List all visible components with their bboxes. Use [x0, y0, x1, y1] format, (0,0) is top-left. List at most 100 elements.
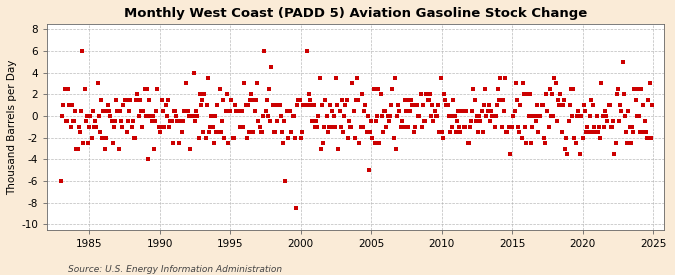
Point [194, 92, 205, 97]
Point [281, 108, 292, 113]
Point [302, 103, 313, 107]
Point [267, 103, 278, 107]
Point [575, 152, 586, 156]
Point [273, 103, 284, 107]
Point [210, 114, 221, 118]
Point [472, 130, 483, 134]
Point [536, 103, 547, 107]
Point [622, 141, 632, 145]
Point [264, 87, 275, 91]
Point [88, 108, 99, 113]
Point [647, 103, 657, 107]
Point [585, 98, 596, 102]
Point [341, 98, 352, 102]
Point [320, 98, 331, 102]
Point [308, 103, 319, 107]
Point [631, 114, 642, 118]
Point [537, 103, 548, 107]
Point [294, 98, 305, 102]
Point [462, 141, 473, 145]
Point [562, 152, 573, 156]
Point [346, 125, 356, 129]
Point [228, 136, 239, 140]
Point [502, 130, 513, 134]
Point [185, 146, 196, 151]
Point [291, 206, 302, 210]
Point [285, 108, 296, 113]
Point [198, 130, 209, 134]
Point [509, 108, 520, 113]
Point [614, 119, 624, 124]
Point [225, 108, 236, 113]
Point [93, 114, 104, 118]
Point [572, 108, 583, 113]
Point [74, 130, 85, 134]
Point [115, 119, 126, 124]
Point [130, 136, 140, 140]
Point [578, 103, 589, 107]
Point [526, 141, 537, 145]
Point [248, 98, 259, 102]
Point [204, 130, 215, 134]
Point [582, 125, 593, 129]
Point [230, 103, 240, 107]
Point [138, 108, 148, 113]
Point [620, 114, 630, 118]
Point [166, 119, 177, 124]
Point [355, 125, 366, 129]
Point [261, 98, 272, 102]
Point [383, 119, 394, 124]
Point [57, 114, 68, 118]
Point [142, 87, 153, 91]
Point [97, 136, 107, 140]
Point [205, 125, 216, 129]
Point [133, 114, 144, 118]
Point [59, 87, 70, 91]
Point [252, 81, 263, 86]
Point [545, 114, 556, 118]
Point [226, 98, 237, 102]
Point [523, 114, 534, 118]
Point [277, 130, 288, 134]
Point [307, 119, 318, 124]
Point [518, 92, 529, 97]
Point [485, 108, 496, 113]
Point [402, 125, 413, 129]
Point [380, 108, 391, 113]
Point [284, 108, 294, 113]
Point [426, 114, 437, 118]
Point [477, 108, 487, 113]
Point [406, 98, 416, 102]
Point [623, 108, 634, 113]
Point [256, 130, 267, 134]
Point [453, 108, 464, 113]
Point [560, 146, 570, 151]
Point [58, 103, 69, 107]
Point [553, 98, 564, 102]
Point [211, 130, 221, 134]
Point [71, 146, 82, 151]
Point [90, 119, 101, 124]
Point [125, 98, 136, 102]
Point [77, 49, 88, 53]
Point [594, 125, 605, 129]
Point [554, 103, 564, 107]
Point [145, 114, 156, 118]
Point [393, 103, 404, 107]
Point [309, 125, 320, 129]
Point [193, 136, 204, 140]
Point [637, 103, 648, 107]
Point [629, 87, 640, 91]
Point [290, 136, 300, 140]
Point [516, 136, 527, 140]
Point [293, 98, 304, 102]
Point [508, 114, 519, 118]
Point [369, 141, 380, 145]
Point [272, 119, 283, 124]
Point [612, 92, 622, 97]
Point [452, 119, 462, 124]
Point [572, 114, 583, 118]
Point [469, 98, 480, 102]
Point [255, 130, 266, 134]
Point [483, 103, 494, 107]
